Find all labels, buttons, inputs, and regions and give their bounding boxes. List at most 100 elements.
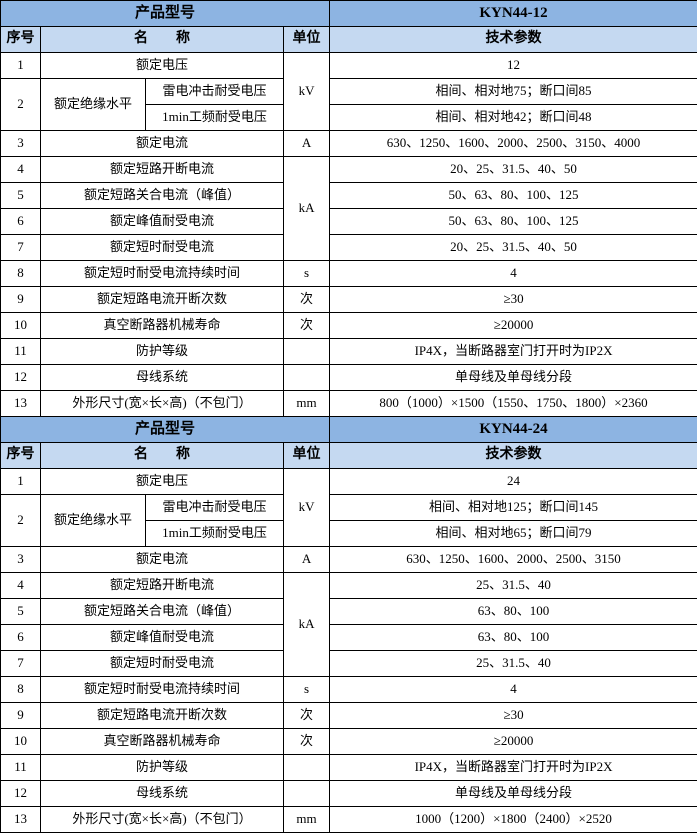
param-name: 额定短路电流开断次数	[40, 286, 284, 313]
unit-cell: A	[282, 130, 331, 157]
row-number: 1	[0, 468, 41, 495]
param-name: 额定短路关合电流（峰值）	[40, 182, 284, 209]
param-value: 25、31.5、40	[329, 572, 697, 599]
param-subname: 1min工频耐受电压	[145, 104, 284, 131]
param-subname: 雷电冲击耐受电压	[145, 78, 284, 105]
col-header-name: 名 称	[40, 442, 284, 469]
unit-cell: 次	[282, 312, 331, 339]
param-value: 相间、相对地75；断口间85	[329, 78, 697, 105]
param-value: 50、63、80、100、125	[329, 208, 697, 235]
param-group-name: 额定绝缘水平	[40, 494, 146, 547]
param-name: 额定短时耐受电流	[40, 650, 284, 677]
spec-section-kyn44-12: 产品型号 KYN44-12 序号 名 称 单位 技术参数 1 额定电压 kV 1…	[0, 0, 697, 417]
table-row: 1min工频耐受电压 相间、相对地65；断口间79	[1, 520, 697, 547]
unit-cell	[282, 338, 331, 365]
row-number: 6	[0, 624, 41, 651]
param-name: 额定短路开断电流	[40, 572, 284, 599]
table-row: 7 额定短时耐受电流 20、25、31.5、40、50	[0, 234, 697, 261]
unit-cell: kV	[282, 468, 331, 547]
row-number: 12	[0, 364, 41, 391]
param-name: 外形尺寸(宽×长×高)（不包门）	[40, 806, 284, 833]
row-number: 7	[0, 650, 41, 677]
unit-cell	[282, 780, 331, 807]
col-header-params: 技术参数	[329, 442, 697, 469]
row-number: 4	[0, 156, 41, 183]
param-name: 外形尺寸(宽×长×高)（不包门）	[40, 390, 284, 417]
param-value: 12	[329, 52, 697, 79]
table-row: 11 防护等级 IP4X，当断路器室门打开时为IP2X	[0, 338, 697, 365]
product-model-label: 产品型号	[0, 416, 331, 443]
row-number: 2	[0, 494, 41, 547]
param-value: ≥30	[329, 286, 697, 313]
col-header-index: 序号	[0, 442, 41, 469]
unit-cell: A	[282, 546, 331, 573]
unit-cell: mm	[282, 390, 331, 417]
table-row: 3 额定电流 A 630、1250、1600、2000、2500、3150	[0, 546, 697, 573]
param-name: 额定电压	[40, 52, 284, 79]
unit-cell: s	[282, 676, 331, 703]
unit-cell: 次	[282, 286, 331, 313]
param-value: 1000（1200）×1800（2400）×2520	[329, 806, 697, 833]
param-name: 真空断路器机械寿命	[40, 312, 284, 339]
row-number: 8	[0, 676, 41, 703]
param-name: 额定短时耐受电流	[40, 234, 284, 261]
param-value: 63、80、100	[329, 624, 697, 651]
param-name: 额定短时耐受电流持续时间	[40, 676, 284, 703]
param-value: IP4X，当断路器室门打开时为IP2X	[329, 338, 697, 365]
table-row: 9 额定短路电流开断次数 次 ≥30	[0, 286, 697, 313]
param-value: 24	[329, 468, 697, 495]
table-row: 4 额定短路开断电流 kA 20、25、31.5、40、50	[0, 156, 697, 261]
col-header-unit: 单位	[282, 442, 331, 469]
param-value: 单母线及单母线分段	[329, 364, 697, 391]
unit-cell: kA	[282, 572, 331, 677]
table-row: 3 额定电流 A 630、1250、1600、2000、2500、3150、40…	[0, 130, 697, 157]
unit-cell: kA	[282, 156, 331, 261]
product-header-row: 产品型号 KYN44-12	[0, 0, 697, 27]
param-name: 额定短路开断电流	[40, 156, 284, 183]
row-number: 3	[0, 130, 41, 157]
table-row: 2 额定绝缘水平 雷电冲击耐受电压 相间、相对地75；断口间85	[0, 78, 697, 131]
param-name: 防护等级	[40, 754, 284, 781]
table-row: 10 真空断路器机械寿命 次 ≥20000	[0, 728, 697, 755]
row-number: 13	[0, 390, 41, 417]
model-name: KYN44-12	[329, 0, 697, 27]
table-row: 1 额定电压 kV 12	[0, 52, 697, 131]
row-number: 10	[0, 312, 41, 339]
param-value: 相间、相对地42；断口间48	[329, 104, 697, 131]
param-value: 800（1000）×1500（1550、1750、1800）×2360	[329, 390, 697, 417]
product-model-label: 产品型号	[0, 0, 331, 27]
col-header-index: 序号	[0, 26, 41, 53]
param-name: 额定峰值耐受电流	[40, 208, 284, 235]
param-name: 额定电流	[40, 130, 284, 157]
table-row: 13 外形尺寸(宽×长×高)（不包门） mm 1000（1200）×1800（2…	[0, 806, 697, 833]
param-name: 额定电流	[40, 546, 284, 573]
row-number: 7	[0, 234, 41, 261]
table-row: 5 额定短路关合电流（峰值） 63、80、100	[0, 598, 697, 625]
param-value: IP4X，当断路器室门打开时为IP2X	[329, 754, 697, 781]
column-header-row: 序号 名 称 单位 技术参数	[0, 26, 697, 53]
row-number: 1	[0, 52, 41, 79]
unit-cell: kV	[282, 52, 331, 131]
row-number: 4	[0, 572, 41, 599]
param-subname: 雷电冲击耐受电压	[145, 494, 284, 521]
param-value: ≥30	[329, 702, 697, 729]
table-row: 6 额定峰值耐受电流 63、80、100	[0, 624, 697, 651]
table-row: 8 额定短时耐受电流持续时间 s 4	[0, 260, 697, 287]
col-header-name: 名 称	[40, 26, 284, 53]
param-name: 额定短路关合电流（峰值）	[40, 598, 284, 625]
model-name: KYN44-24	[329, 416, 697, 443]
param-value: 相间、相对地125；断口间145	[329, 494, 697, 521]
unit-cell: s	[282, 260, 331, 287]
row-number: 9	[0, 286, 41, 313]
row-number: 12	[0, 780, 41, 807]
param-value: 20、25、31.5、40、50	[329, 234, 697, 261]
param-name: 真空断路器机械寿命	[40, 728, 284, 755]
row-number: 9	[0, 702, 41, 729]
unit-cell	[282, 364, 331, 391]
table-row: 6 额定峰值耐受电流 50、63、80、100、125	[0, 208, 697, 235]
table-row: 13 外形尺寸(宽×长×高)（不包门） mm 800（1000）×1500（15…	[0, 390, 697, 417]
param-name: 额定短时耐受电流持续时间	[40, 260, 284, 287]
param-subname: 1min工频耐受电压	[145, 520, 284, 547]
